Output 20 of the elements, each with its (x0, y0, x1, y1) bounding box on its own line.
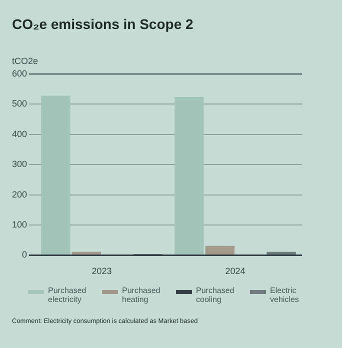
y-tick-label: 400 (12, 128, 28, 139)
y-tick-label: 500 (12, 98, 28, 109)
bar (41, 96, 70, 254)
y-tick-label: 300 (12, 159, 28, 170)
y-axis-title: tCO2e (12, 56, 38, 66)
y-tick-label: 200 (12, 189, 28, 200)
chart-title: CO₂e emissions in Scope 2 (12, 16, 194, 32)
bar (174, 96, 204, 254)
y-tick-label: 0 (22, 250, 28, 260)
x-tick-label: 2024 (225, 266, 246, 276)
bar (72, 252, 101, 254)
x-tick-label: 2023 (92, 266, 112, 276)
legend-label: Purchased heating (122, 286, 162, 304)
bar (266, 252, 296, 254)
y-tick-label: 100 (12, 219, 28, 230)
legend-label: Purchased cooling (196, 286, 236, 304)
legend-label: Purchased electricity (48, 286, 88, 304)
bar (205, 246, 234, 254)
y-tick-label: 600 (12, 68, 28, 78)
legend-label: Electric vehicles (270, 286, 300, 304)
